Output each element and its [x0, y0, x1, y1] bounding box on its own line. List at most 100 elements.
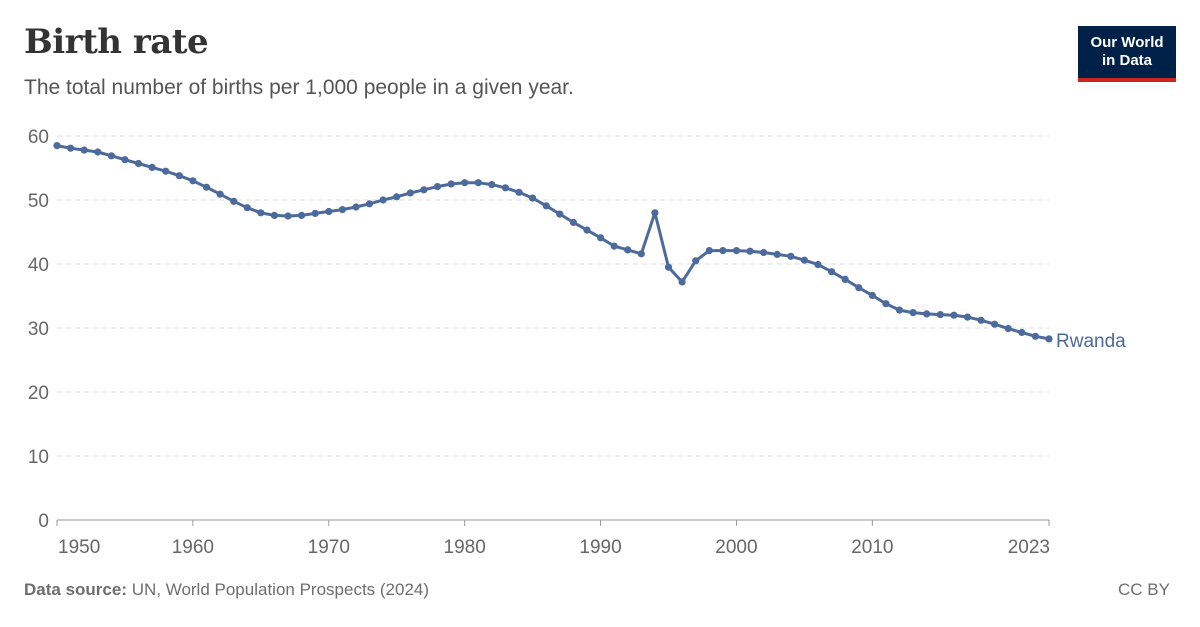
data-point	[624, 246, 632, 254]
series-label-rwanda: Rwanda	[1056, 331, 1126, 352]
y-tick-label: 30	[28, 319, 49, 340]
data-point	[1045, 335, 1053, 343]
data-point	[950, 311, 958, 319]
data-point	[134, 159, 143, 168]
x-tick-label: 1970	[308, 537, 350, 558]
data-point	[216, 190, 224, 198]
owid-logo[interactable]: Our World in Data	[1078, 26, 1176, 82]
data-point	[664, 263, 673, 271]
data-point	[175, 172, 183, 180]
data-point	[393, 193, 401, 201]
data-point	[529, 194, 537, 202]
data-point	[474, 179, 482, 187]
data-point	[746, 247, 754, 255]
data-point	[814, 261, 822, 269]
logo-line-2: in Data	[1101, 52, 1152, 69]
data-point	[488, 181, 496, 189]
license-link[interactable]: CC BY	[1118, 580, 1170, 599]
y-tick-label: 0	[38, 511, 49, 532]
data-point	[923, 310, 931, 318]
data-point	[352, 203, 360, 211]
x-tick-label: 1980	[444, 537, 486, 558]
data-point	[94, 148, 102, 156]
data-point	[882, 300, 890, 308]
data-point	[311, 209, 319, 217]
data-point	[284, 212, 292, 220]
data-point	[406, 189, 414, 197]
data-point	[556, 210, 564, 218]
data-point	[121, 156, 129, 164]
data-point	[773, 250, 781, 258]
data-point	[678, 278, 686, 286]
data-point	[338, 206, 346, 214]
data-point	[569, 218, 578, 226]
chart-title: Birth rate	[24, 22, 209, 62]
data-source: Data source: UN, World Population Prospe…	[24, 580, 429, 600]
y-tick-label: 40	[28, 255, 49, 276]
data-point	[828, 268, 836, 276]
x-tick-label: 1960	[172, 537, 214, 558]
y-tick-label: 10	[28, 447, 49, 468]
data-point	[977, 316, 985, 324]
data-source-text[interactable]: UN, World Population Prospects (2024)	[126, 580, 430, 599]
data-point	[107, 152, 115, 160]
data-point	[800, 256, 809, 264]
data-point	[1018, 328, 1026, 337]
x-tick-label: 2023	[1008, 537, 1050, 558]
x-tick-label: 1950	[58, 537, 100, 558]
x-tick-label: 1990	[579, 537, 621, 558]
data-point	[841, 275, 849, 283]
data-point	[610, 242, 618, 250]
chart-subtitle: The total number of births per 1,000 peo…	[24, 76, 574, 99]
data-point	[542, 202, 550, 210]
x-tick-label: 2000	[715, 537, 757, 558]
data-point	[855, 284, 863, 292]
data-point	[148, 163, 156, 171]
data-point	[1031, 332, 1039, 340]
data-point	[909, 309, 917, 317]
data-point	[991, 320, 999, 328]
data-point	[379, 196, 387, 204]
data-point	[963, 313, 972, 321]
data-point	[420, 186, 428, 194]
logo-line-1: Our World	[1090, 34, 1164, 51]
y-tick-label: 50	[28, 191, 49, 212]
data-point	[651, 209, 659, 217]
data-point	[760, 248, 768, 257]
data-point	[515, 188, 523, 196]
data-point	[325, 207, 333, 216]
data-point	[868, 291, 876, 299]
data-point	[895, 306, 904, 314]
data-point	[80, 146, 88, 154]
data-point	[365, 200, 374, 208]
data-point	[705, 247, 713, 255]
data-point	[270, 211, 278, 219]
data-point	[787, 252, 795, 260]
data-point	[53, 142, 61, 150]
data-point	[243, 204, 251, 212]
data-point	[433, 183, 442, 191]
data-point	[597, 234, 605, 242]
data-point	[162, 167, 170, 175]
data-point	[298, 211, 306, 219]
data-point	[461, 179, 469, 187]
data-point	[257, 209, 265, 217]
data-point	[1004, 325, 1012, 333]
y-tick-label: 60	[28, 127, 49, 148]
data-point	[692, 257, 700, 265]
data-point	[189, 177, 197, 185]
data-point	[936, 311, 944, 319]
y-tick-label: 20	[28, 383, 49, 404]
data-point	[230, 197, 238, 205]
data-point	[719, 247, 727, 255]
data-point	[583, 226, 591, 234]
data-point	[67, 144, 75, 152]
data-source-label: Data source:	[24, 580, 127, 599]
data-point	[202, 183, 211, 191]
data-point	[447, 180, 455, 188]
x-tick-label: 2010	[851, 537, 893, 558]
data-point	[501, 184, 509, 192]
data-point	[637, 250, 645, 258]
data-point	[732, 247, 741, 255]
